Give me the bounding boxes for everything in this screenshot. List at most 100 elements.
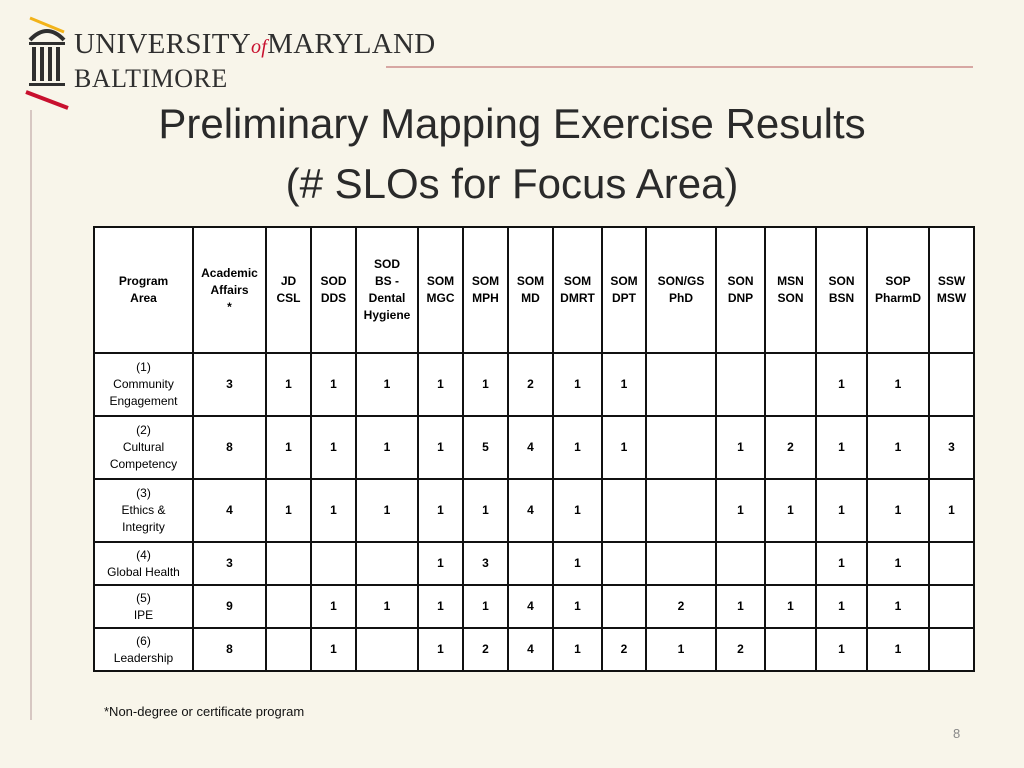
focus-area-cell: (5) IPE	[93, 584, 194, 629]
focus-area-line: (4)	[136, 547, 151, 562]
slo-count-cell: 1	[715, 415, 766, 480]
focus-area-line: Leadership	[113, 650, 174, 665]
slo-count-cell: 1	[310, 415, 357, 480]
header-row: Program Area Academic Affairs * JD CSL SOD DDS SO…	[93, 226, 975, 354]
slo-count-cell: 1	[417, 415, 464, 480]
focus-area-line: (3)	[136, 486, 151, 500]
slo-count-cell: 1	[355, 352, 419, 417]
slo-count-cell: 1	[265, 415, 312, 480]
column-header-line: DMRT	[560, 291, 595, 305]
logo-wordmark-top: UNIVERSITYofMARYLAND	[74, 28, 436, 60]
logo-wordmark-bottom: BALTIMORE	[74, 64, 228, 93]
slo-count-cell	[645, 415, 717, 480]
focus-area-line: (5)	[136, 590, 151, 605]
focus-area-line: Integrity	[122, 520, 165, 534]
table-row: (2) Cultural Competency 8 1 1 1 1 5 4 1 1 1 2 1 1 3	[93, 415, 975, 480]
slo-count-cell: 1	[355, 415, 419, 480]
slo-count-cell: 2	[645, 584, 717, 629]
column-header: Program Area	[93, 226, 194, 354]
column-header-line: SOM	[563, 274, 592, 288]
slo-count-cell	[764, 352, 817, 417]
column-header: JD CSL	[265, 226, 312, 354]
slo-count-cell: 2	[601, 627, 647, 672]
focus-area-line: (2)	[136, 423, 151, 437]
slo-count-cell	[715, 352, 766, 417]
slo-count-cell	[928, 584, 975, 629]
column-header-line: MSN	[777, 274, 804, 288]
slo-count-cell: 1	[552, 352, 603, 417]
slo-count-cell	[601, 478, 647, 543]
column-header-line: SON/GS	[657, 274, 705, 288]
slide-title: Preliminary Mapping Exercise Results (# …	[0, 94, 1024, 214]
slo-count-cell: 1	[815, 478, 868, 543]
slo-count-cell: 1	[552, 415, 603, 480]
column-header-line: SOM	[516, 274, 545, 288]
column-header-line: MGC	[426, 291, 455, 305]
slo-count-cell: 1	[462, 478, 509, 543]
focus-area-line: Cultural	[122, 440, 165, 454]
focus-area-cell: (3) Ethics & Integrity	[93, 478, 194, 543]
slo-count-cell	[355, 627, 419, 672]
column-header-line: SOD	[373, 257, 400, 271]
slo-count-cell: 1	[645, 627, 717, 672]
column-header-line: Area	[130, 291, 157, 305]
title-line-1: Preliminary Mapping Exercise Results	[158, 100, 866, 147]
page-number: 8	[953, 726, 961, 741]
column-header: SOM MGC	[417, 226, 464, 354]
slo-count-cell: 1	[866, 584, 930, 629]
slo-count-cell: 4	[192, 478, 267, 543]
focus-area-cell: (1) Community Engagement	[93, 352, 194, 417]
slo-count-cell: 1	[815, 352, 868, 417]
slo-count-cell: 5	[462, 415, 509, 480]
slo-count-cell	[928, 627, 975, 672]
slo-count-cell: 1	[310, 478, 357, 543]
slo-count-cell	[310, 541, 357, 586]
column-header: SOM MPH	[462, 226, 509, 354]
slo-count-cell: 1	[552, 478, 603, 543]
dome-columns-icon	[25, 16, 69, 110]
slo-count-cell: 2	[764, 415, 817, 480]
slo-count-cell: 2	[462, 627, 509, 672]
column-header-line: SOM	[471, 274, 500, 288]
column-header-line: SSW	[937, 274, 966, 288]
column-header-line: SON	[727, 274, 754, 288]
focus-area-line: Competency	[109, 457, 178, 471]
column-header: MSN SON	[764, 226, 817, 354]
column-header-line: Hygiene	[363, 308, 411, 322]
slo-count-cell	[928, 352, 975, 417]
slo-count-cell	[601, 541, 647, 586]
column-header-line: BS -	[375, 274, 399, 288]
slo-count-cell: 1	[310, 584, 357, 629]
slo-count-cell: 1	[601, 415, 647, 480]
column-header-line: Dental	[368, 291, 406, 305]
column-header-line: CSL	[276, 291, 301, 305]
slo-count-cell: 1	[866, 415, 930, 480]
column-header-line: MSW	[936, 291, 967, 305]
column-header: SOP PharmD	[866, 226, 930, 354]
table-row: (5) IPE 9 1 1 1 1 4 1 2 1 1 1 1	[93, 584, 975, 629]
slo-count-cell: 1	[715, 584, 766, 629]
column-header: SON BSN	[815, 226, 868, 354]
slo-count-cell: 1	[815, 541, 868, 586]
column-header: SSW MSW	[928, 226, 975, 354]
column-header-line: SON	[777, 291, 804, 305]
slo-count-cell: 1	[552, 584, 603, 629]
focus-area-cell: (6) Leadership	[93, 627, 194, 672]
slo-count-cell: 1	[310, 627, 357, 672]
column-header-line: DNP	[727, 291, 754, 305]
slo-count-cell: 4	[507, 627, 554, 672]
slo-count-cell	[764, 627, 817, 672]
slo-count-cell	[764, 541, 817, 586]
focus-area-line: Engagement	[109, 394, 178, 408]
slo-count-cell	[601, 584, 647, 629]
slo-count-cell: 1	[265, 478, 312, 543]
slo-count-cell: 9	[192, 584, 267, 629]
slo-count-cell: 8	[192, 627, 267, 672]
slo-count-cell: 1	[815, 584, 868, 629]
slo-count-cell: 1	[417, 478, 464, 543]
slo-count-cell: 1	[462, 352, 509, 417]
column-header-line: SOD	[320, 274, 347, 288]
focus-area-cell: (4) Global Health	[93, 541, 194, 586]
column-header: SOD BS - Dental Hygiene	[355, 226, 419, 354]
slo-count-cell	[715, 541, 766, 586]
